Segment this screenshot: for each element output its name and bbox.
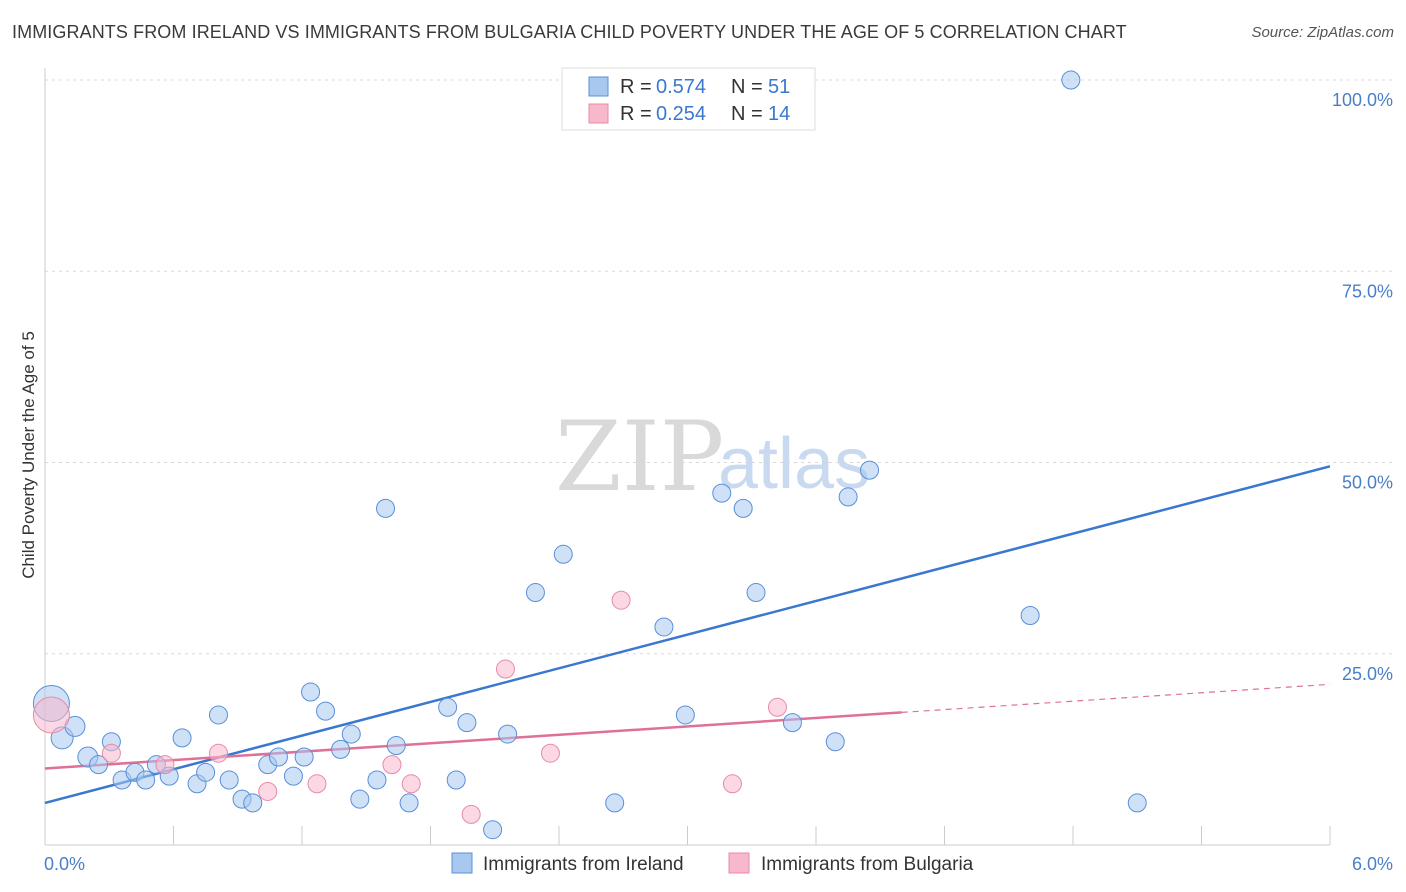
data-point <box>838 487 858 507</box>
data-point <box>483 820 503 840</box>
legend-n-label-bulgaria: N = <box>731 103 763 125</box>
legend-n-value-bulgaria: 14 <box>768 103 790 125</box>
data-point <box>294 747 314 767</box>
data-point <box>1061 70 1081 90</box>
legend-r-value-bulgaria: 0.254 <box>656 103 706 125</box>
x-tick-label-max: 6.0% <box>1352 854 1393 874</box>
data-point <box>101 743 121 763</box>
data-point <box>553 544 573 564</box>
series-legend: Immigrants from Ireland Immigrants from … <box>451 852 974 875</box>
trend-lines <box>44 465 1331 805</box>
trend-line-1 <box>44 711 902 770</box>
y-axis-label: Child Poverty Under the Age of 5 <box>19 331 38 579</box>
data-point <box>733 498 753 518</box>
watermark-zip: ZIP <box>555 401 724 513</box>
data-point <box>301 682 321 702</box>
legend-r-label-bulgaria: R = <box>620 103 652 125</box>
data-point <box>367 770 387 790</box>
data-point <box>258 781 278 801</box>
legend-r-value-ireland: 0.574 <box>656 76 706 98</box>
data-point <box>446 770 466 790</box>
correlation-legend: R = 0.574 N = 51 R = 0.254 N = 14 <box>561 67 816 131</box>
data-point <box>32 696 70 734</box>
data-point <box>399 793 419 813</box>
data-point <box>268 747 288 767</box>
legend-n-label-ireland: N = <box>731 76 763 98</box>
data-point <box>825 732 845 752</box>
data-point <box>605 793 625 813</box>
data-point <box>386 736 406 756</box>
data-point <box>498 724 518 744</box>
legend-swatch-bulgaria <box>588 103 609 124</box>
data-point <box>525 583 545 603</box>
data-point <box>155 755 175 775</box>
data-point <box>219 770 239 790</box>
data-point <box>196 762 216 782</box>
data-point <box>767 697 787 717</box>
data-point <box>208 705 228 725</box>
bottom-legend-label-bulgaria: Immigrants from Bulgaria <box>761 854 974 875</box>
x-tick-label-min: 0.0% <box>44 854 85 874</box>
bottom-legend-swatch-ireland <box>451 852 473 874</box>
data-point <box>675 705 695 725</box>
data-point <box>316 701 336 721</box>
y-tick-label-50: 50.0% <box>1342 473 1393 493</box>
bottom-legend-label-ireland: Immigrants from Ireland <box>483 854 684 875</box>
chart-title: IMMIGRANTS FROM IRELAND VS IMMIGRANTS FR… <box>12 22 1127 42</box>
data-point <box>331 739 351 759</box>
data-point <box>1020 606 1040 625</box>
data-point <box>495 659 515 679</box>
y-tick-label-25: 25.0% <box>1342 664 1393 684</box>
data-point <box>540 743 560 763</box>
y-tick-label-100: 100.0% <box>1332 90 1393 110</box>
series-points-1 <box>32 590 787 824</box>
trend-line-0 <box>44 465 1331 805</box>
data-point <box>307 774 327 794</box>
data-point <box>722 774 742 794</box>
data-point <box>457 713 477 733</box>
legend-r-label-ireland: R = <box>620 76 652 98</box>
data-point <box>382 755 402 775</box>
data-point <box>401 774 421 794</box>
y-tick-label-75: 75.0% <box>1342 281 1393 301</box>
data-point <box>376 498 396 518</box>
data-point <box>283 766 303 786</box>
data-point <box>89 755 109 775</box>
data-point <box>350 789 370 809</box>
data-point <box>438 697 458 717</box>
data-point <box>1127 793 1147 813</box>
legend-swatch-ireland <box>588 76 609 97</box>
grid-lines <box>45 79 1395 655</box>
data-point <box>712 483 732 503</box>
data-point <box>208 743 228 763</box>
data-point <box>172 728 192 748</box>
chart-source: Source: ZipAtlas.com <box>1251 24 1394 41</box>
bottom-legend-swatch-bulgaria <box>728 852 750 874</box>
data-point <box>341 724 361 744</box>
legend-n-value-ireland: 51 <box>768 76 790 98</box>
data-point <box>461 804 481 824</box>
data-point <box>243 793 263 813</box>
data-point <box>746 583 766 603</box>
data-point <box>860 460 880 480</box>
data-points <box>32 70 1147 840</box>
watermark: ZIP atlas <box>555 401 870 513</box>
y-tick-labels: 25.0% 50.0% 75.0% 100.0% <box>1332 90 1393 684</box>
trend-line-extension-1 <box>901 683 1331 713</box>
data-point <box>782 713 802 733</box>
data-point <box>136 770 156 790</box>
data-point <box>654 617 674 637</box>
x-tick-labels: 0.0% 6.0% <box>44 854 1393 874</box>
data-point <box>611 590 631 610</box>
